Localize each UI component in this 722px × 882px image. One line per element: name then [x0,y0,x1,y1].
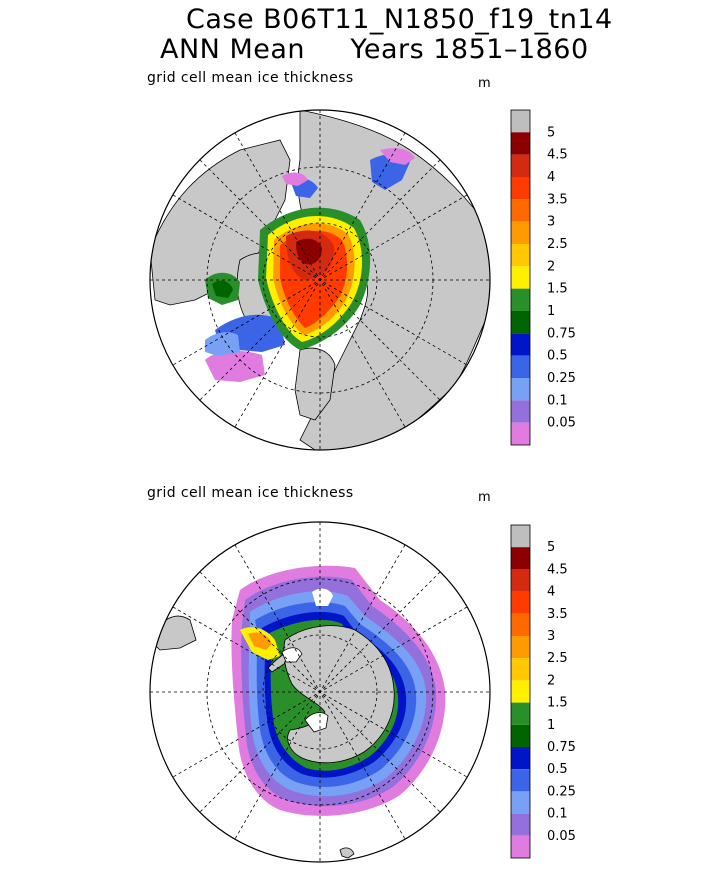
colorbar-swatch [511,591,530,614]
colorbar-tick-label: 0.25 [547,784,576,799]
colorbar-tick-label: 0.1 [547,807,568,822]
arctic-latitude-circle-80 [262,222,378,338]
arctic-land-scandinavia [294,347,336,421]
figure-title-case: Case B06T11_N1850_f19_tn14 [186,4,613,35]
antarctic-map [149,521,491,863]
colorbar-swatch [511,569,530,592]
colorbar-tick-label: 1 [547,718,555,733]
arctic-ice-pink-okhotsk [282,172,308,186]
colorbar-swatch [511,525,530,548]
colorbar-swatch [511,378,530,401]
colorbar-tick-label: 4.5 [547,562,568,577]
colorbar-swatch [511,813,530,836]
colorbar-tick-label: 1.5 [547,696,568,711]
colorbar-tick-label: 0.5 [547,762,568,777]
colorbar-border [510,109,531,446]
colorbar-swatch [511,702,530,725]
antarctic-colorbar: 5 4.5 4 3.5 3 2.5 2 1.5 1 0.75 0.5 0.25 0.1 0.05 [510,524,576,859]
colorbar-swatch [511,154,530,177]
arctic-ice-lightblue-labrador [205,332,240,356]
colorbar-swatch [511,177,530,200]
colorbar-tick-label: 2.5 [547,651,568,666]
colorbar-tick-label: 4.5 [547,148,568,163]
arctic-variable-label: grid cell mean ice thickness [147,70,354,86]
arctic-unit-label: m [478,76,491,91]
colorbar-border [510,524,531,859]
colorbar-swatch [511,311,530,334]
colorbar-swatch [511,221,530,244]
colorbar-swatch [511,658,530,681]
colorbar-swatch [511,266,530,289]
arctic-ice-darkgreen-baffin [212,280,233,298]
colorbar-swatch [511,132,530,155]
arctic-colorbar: 5 4.5 4 3.5 3 2.5 2 1.5 1 0.75 0.5 0.25 0.1 0.05 [510,109,576,446]
colorbar-tick-label: 1 [547,304,555,319]
colorbar-tick-label: 5 [547,540,555,555]
arctic-ice-pink-bering [380,148,415,165]
colorbar-tick-label: 0.25 [547,371,576,386]
colorbar-tick-label: 3 [547,629,555,644]
colorbar-swatch [511,680,530,703]
colorbar-tick-label: 0.05 [547,416,576,431]
antarctic-variable-label: grid cell mean ice thickness [147,485,354,501]
antarctic-unit-label: m [478,490,491,505]
arctic-meridian-150 [172,194,468,366]
colorbar-tick-label: 3.5 [547,607,568,622]
arctic-ice-darkred-center [296,238,322,265]
colorbar-swatch [511,199,530,222]
antarctic-map-border [149,521,491,863]
colorbar-tick-label: 0.05 [547,829,576,844]
antarctic-land-new-zealand [339,847,355,859]
colorbar-swatch [511,333,530,356]
antarctic-meridian-150 [172,606,468,778]
figure-title-period: ANN Mean Years 1851–1860 [160,34,589,65]
colorbar-tick-label: 0.75 [547,326,576,341]
antarctic-latitude-circle-80 [262,634,378,750]
colorbar-tick-label: 4 [547,585,555,600]
colorbar-swatch [511,724,530,747]
colorbar-swatch [511,244,530,267]
colorbar-swatch [511,355,530,378]
antarctic-ice-orange-peninsula [248,632,272,650]
colorbar-tick-label: 3 [547,215,555,230]
colorbar-swatch [511,636,530,659]
colorbar-swatch [511,422,530,445]
colorbar-tick-label: 5 [547,125,555,140]
arctic-map-border [149,109,491,451]
colorbar-tick-label: 2 [547,259,555,274]
arctic-ice-pink [205,350,265,382]
colorbar-swatch [511,835,530,858]
colorbar-swatch [511,769,530,792]
colorbar-swatch [511,791,530,814]
arctic-map [149,109,491,451]
colorbar-tick-label: 2.5 [547,237,568,252]
colorbar-tick-label: 0.75 [547,740,576,755]
colorbar-swatch [511,747,530,770]
antarctic-hole-south-georgia [312,588,333,606]
colorbar-swatch [511,288,530,311]
colorbar-tick-label: 0.5 [547,349,568,364]
colorbar-swatch [511,400,530,423]
colorbar-swatch [511,110,530,133]
colorbar-tick-label: 2 [547,673,555,688]
antarctic-ice-shelf-ross [304,712,329,733]
colorbar-tick-label: 0.1 [547,393,568,408]
colorbar-swatch [511,547,530,570]
colorbar-tick-label: 1.5 [547,282,568,297]
colorbar-swatch [511,613,530,636]
colorbar-tick-label: 3.5 [547,192,568,207]
colorbar-tick-label: 4 [547,170,555,185]
